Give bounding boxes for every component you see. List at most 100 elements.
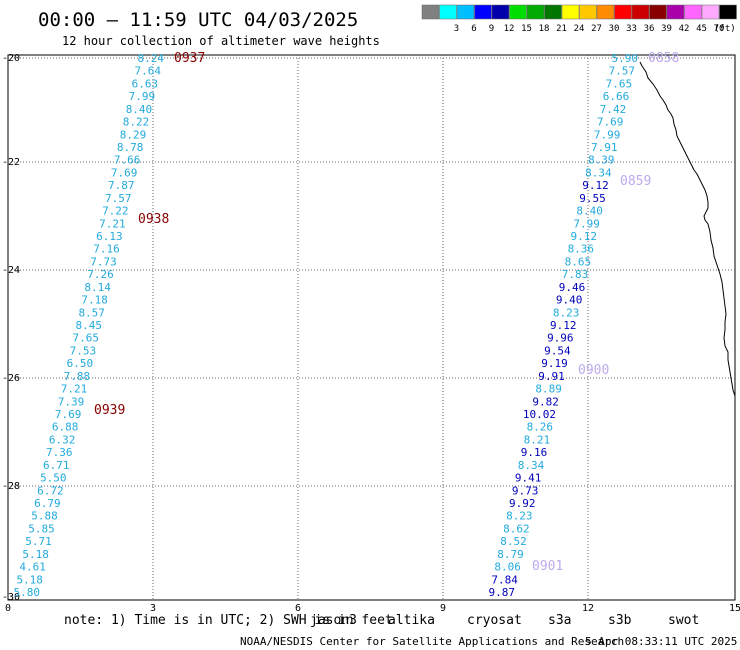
wave-height-label: 7.42 [600,103,627,116]
mission-label: cryosat [467,613,522,628]
wave-height-label: 7.53 [70,344,97,357]
x-tick-label: 12 [582,603,594,614]
y-tick-label: -26 [2,373,20,384]
mission-label: s3b [608,613,632,628]
wave-height-label: 7.87 [108,179,135,192]
legend-swatch [614,4,632,20]
wave-height-label: 8.23 [553,306,580,319]
wave-height-label: 8.52 [500,535,527,548]
wave-height-label: 9.55 [579,192,606,205]
wave-height-label: 8.34 [518,459,545,472]
note-line: note: 1) Time is in UTC; 2) SWH is in fe… [64,613,699,628]
wave-height-label: 7.21 [99,217,126,230]
legend-swatch [439,4,457,20]
y-tick-label: -24 [2,265,20,276]
mission-label: s3a [548,613,571,628]
legend-swatch [561,4,580,20]
legend-swatch [666,4,685,20]
wave-height-label: 8.89 [535,383,562,396]
legend-label: 6 [471,24,476,34]
legend-label: 39 [661,24,672,34]
legend-label: 15 [521,24,532,34]
legend-swatch [649,4,667,20]
wave-height-label: 7.88 [64,370,91,383]
legend-label: 70 [714,24,725,34]
time-stamp-label: 0937 [174,51,205,66]
y-tick-label: -28 [2,481,20,492]
legend-swatch [526,4,545,20]
x-tick-label: 9 [440,603,446,614]
time-stamp-label: 0900 [578,363,609,378]
legend-swatch [719,4,737,20]
legend-label: 24 [574,24,585,34]
wave-height-label: 6.79 [34,497,61,510]
wave-height-label: 9.92 [509,497,536,510]
legend-swatch [544,4,562,20]
wave-height-label: 7.21 [61,383,88,396]
wave-height-label: 9.73 [512,484,539,497]
y-tick-label: -22 [2,157,20,168]
wave-height-label: 9.82 [532,395,559,408]
wave-height-label: 5.18 [22,548,49,561]
wave-height-label: 8.45 [76,319,103,332]
wave-height-label: 9.46 [559,281,586,294]
legend-swatch [421,4,440,20]
map-border [7,54,736,601]
wave-height-label: 7.18 [81,294,108,307]
wave-height-label: 7.22 [102,205,129,218]
time-stamp-label: 0939 [94,403,125,418]
map-frame: 0 3 6 9 12 15-20-22-24-26-28-30 8.247.646.637… [2,51,740,614]
wave-height-label: 8.40 [126,103,153,116]
legend-swatch [596,4,615,20]
wave-height-label: 10.02 [523,408,556,421]
time-stamp-label: 0858 [648,51,679,66]
wave-height-label: 9.40 [556,294,583,307]
wave-height-label: 8.06 [494,561,521,574]
wave-height-label: 7.64 [135,65,162,78]
wave-height-label: 8.39 [588,154,615,167]
wave-height-label: 8.21 [524,433,551,446]
wave-height-label: 7.69 [55,408,82,421]
color-legend: 3 6 9 12 15 18 21 24 27 30 33 36 39 42 45 70(ft) [421,4,737,34]
wave-height-label: 6.13 [96,230,123,243]
wave-height-label: 6.88 [52,421,79,434]
legend-label: 36 [644,24,655,34]
grid-lines [8,55,735,600]
wave-height-label: 6.72 [37,484,64,497]
footer-timestamp: 5 Apr 08:33:11 UTC 2025 [585,635,737,648]
legend-swatch [491,4,510,20]
wave-height-label: 5.90 [612,52,639,65]
mission-label: altika [388,613,435,628]
wave-height-label: 7.65 [606,77,633,90]
wave-height-label: 7.57 [609,65,636,78]
wave-height-label: 8.62 [503,522,530,535]
wave-height-label: 9.91 [538,370,565,383]
x-tick-label: 0 [5,603,11,614]
legend-label: 9 [489,24,494,34]
legend-label: 27 [591,24,602,34]
wave-height-label: 8.14 [84,281,111,294]
wave-height-label: 5.18 [16,573,43,586]
wave-height-label: 8.29 [120,128,147,141]
wave-height-label: 8.36 [568,243,595,256]
x-tick-label: 15 [729,603,740,614]
wave-height-label: 7.36 [46,446,73,459]
legend-unit: (ft) [714,24,736,34]
wave-height-label: 9.12 [571,230,598,243]
time-stamp-label: 0859 [620,174,651,189]
wave-height-label: 7.65 [73,332,100,345]
wave-height-label: 7.99 [573,217,600,230]
x-tick-label: 6 [295,603,301,614]
wave-height-label: 8.24 [138,52,165,65]
wave-height-label: 6.66 [603,90,630,103]
wave-height-label: 7.99 [594,128,621,141]
wave-height-label: 6.63 [132,77,159,90]
legend-swatch [631,4,650,20]
legend-label: 33 [626,24,637,34]
page-title: 00:00 — 11:59 UTC 04/03/2025 [38,9,358,31]
wave-height-label: 7.99 [129,90,156,103]
wave-height-label: 8.79 [497,548,524,561]
wave-height-label: 9.19 [541,357,568,370]
wave-height-label: 9.96 [547,332,574,345]
